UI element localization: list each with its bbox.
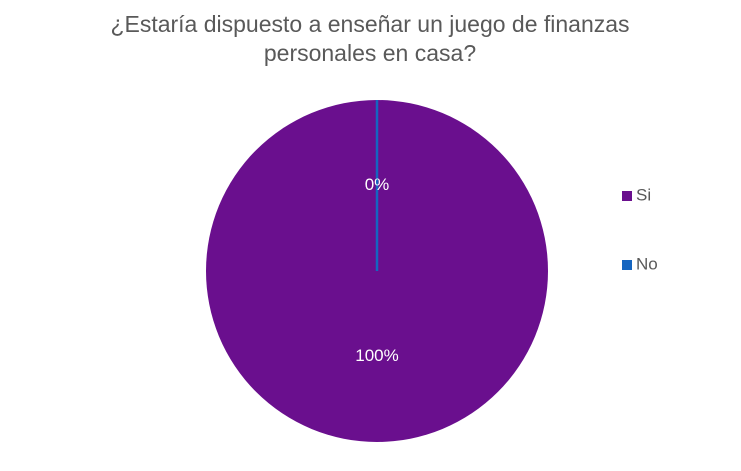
data-label: 0% — [365, 175, 390, 194]
legend-label: No — [636, 254, 658, 273]
chart-title: ¿Estaría dispuesto a enseñar un juego de… — [110, 11, 630, 66]
data-label: 100% — [355, 346, 398, 365]
legend-swatch — [622, 191, 632, 201]
legend-label: Si — [636, 185, 651, 204]
legend-swatch — [622, 260, 632, 270]
